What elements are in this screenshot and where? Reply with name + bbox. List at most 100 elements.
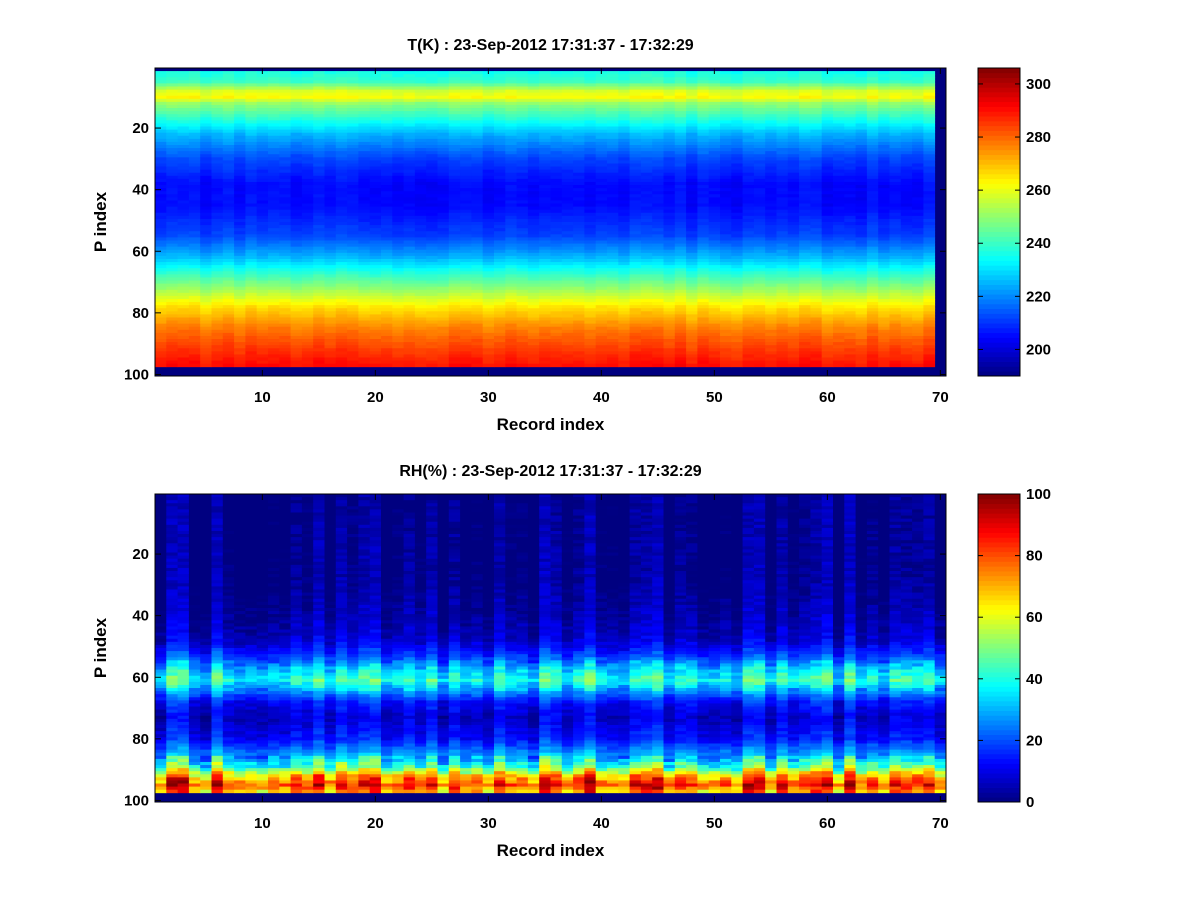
- heatmap-cell: [313, 135, 325, 140]
- heatmap-cell: [708, 114, 721, 118]
- heatmap-cell: [403, 111, 416, 115]
- heatmap-cell: [618, 308, 630, 312]
- heatmap-cell: [222, 323, 235, 328]
- heatmap-cell: [279, 268, 291, 272]
- heatmap-cell: [166, 172, 178, 177]
- heatmap-cell: [731, 258, 743, 263]
- heatmap-cell: [381, 212, 393, 217]
- heatmap-cell: [731, 129, 743, 134]
- heatmap-cell: [222, 246, 235, 251]
- heatmap-cell: [234, 197, 246, 201]
- heatmap-cell: [245, 228, 258, 232]
- heatmap-cell: [686, 320, 698, 325]
- heatmap-cell: [256, 228, 269, 232]
- heatmap-cell: [290, 351, 303, 355]
- heatmap-cell: [200, 206, 212, 211]
- heatmap-cell: [516, 289, 529, 294]
- heatmap-cell: [448, 101, 461, 106]
- heatmap-cell: [414, 345, 427, 349]
- heatmap-cell: [358, 280, 371, 284]
- heatmap-cell: [584, 191, 597, 195]
- heatmap-cell: [720, 363, 732, 368]
- heatmap-cell: [177, 132, 190, 137]
- heatmap-cell: [494, 323, 506, 328]
- heatmap-cell: [674, 71, 687, 75]
- heatmap-cell: [640, 329, 653, 334]
- heatmap-cell: [708, 243, 721, 248]
- heatmap-cell: [720, 148, 732, 152]
- heatmap-cell: [313, 268, 325, 272]
- heatmap-cell: [177, 191, 190, 195]
- heatmap-cell: [426, 271, 438, 275]
- heatmap-cell: [177, 77, 190, 81]
- heatmap-cell: [640, 129, 653, 134]
- heatmap-cell: [437, 234, 450, 238]
- heatmap-cell: [166, 258, 178, 263]
- heatmap-cell: [640, 92, 653, 97]
- heatmap-cell: [482, 258, 495, 263]
- heatmap-cell: [403, 348, 416, 352]
- heatmap-cell: [347, 188, 359, 192]
- heatmap-cell: [381, 286, 393, 291]
- heatmap-cell: [256, 249, 269, 254]
- heatmap-cell: [561, 265, 574, 269]
- heatmap-cell: [414, 314, 427, 318]
- heatmap-cell: [674, 188, 687, 192]
- heatmap-cell: [347, 252, 359, 257]
- heatmap-cell: [697, 246, 710, 251]
- heatmap-cell: [301, 234, 314, 238]
- heatmap-cell: [313, 120, 325, 124]
- heatmap-cell: [381, 246, 393, 251]
- heatmap-cell: [460, 320, 472, 325]
- heatmap-cell: [494, 148, 506, 152]
- heatmap-cell: [155, 77, 167, 81]
- heatmap-cell: [652, 80, 664, 84]
- heatmap-cell: [584, 104, 597, 109]
- heatmap-cell: [618, 178, 630, 183]
- heatmap-cell: [652, 160, 664, 164]
- heatmap-cell: [663, 246, 676, 251]
- heatmap-cell: [234, 157, 246, 161]
- heatmap-cell: [573, 209, 585, 214]
- heatmap-cell: [471, 237, 484, 241]
- heatmap-cell: [188, 215, 201, 220]
- heatmap-cell: [222, 363, 235, 368]
- heatmap-cell: [177, 89, 190, 94]
- heatmap-cell: [437, 237, 450, 241]
- heatmap-cell: [437, 212, 450, 217]
- heatmap-cell: [268, 163, 280, 167]
- heatmap-cell: [482, 212, 495, 217]
- heatmap-cell: [381, 148, 393, 152]
- heatmap-cell: [731, 178, 743, 183]
- heatmap-cell: [245, 274, 258, 278]
- heatmap-cell: [200, 240, 212, 244]
- heatmap-cell: [358, 295, 371, 300]
- heatmap-cell: [369, 209, 382, 214]
- heatmap-cell: [629, 348, 642, 352]
- heatmap-cell: [505, 154, 517, 158]
- heatmap-cell: [200, 194, 212, 198]
- heatmap-cell: [561, 271, 574, 275]
- heatmap-cell: [460, 265, 472, 269]
- heatmap-cell: [381, 342, 393, 346]
- heatmap-cell: [663, 92, 676, 97]
- heatmap-cell: [516, 101, 529, 106]
- heatmap-cell: [245, 191, 258, 195]
- heatmap-cell: [290, 74, 303, 78]
- heatmap-cell: [573, 203, 585, 207]
- heatmap-cell: [527, 206, 540, 211]
- heatmap-cell: [211, 185, 224, 189]
- heatmap-cell: [347, 185, 359, 189]
- heatmap-cell: [403, 249, 416, 254]
- heatmap-cell: [279, 77, 291, 81]
- heatmap-cell: [539, 172, 551, 177]
- heatmap-cell: [640, 197, 653, 201]
- heatmap-cell: [674, 237, 687, 241]
- heatmap-cell: [607, 200, 619, 204]
- heatmap-cell: [290, 175, 303, 180]
- heatmap-cell: [188, 172, 201, 177]
- heatmap-cell: [392, 86, 404, 90]
- heatmap-cell: [629, 71, 642, 75]
- heatmap-cell: [177, 188, 190, 192]
- heatmap-cell: [381, 157, 393, 161]
